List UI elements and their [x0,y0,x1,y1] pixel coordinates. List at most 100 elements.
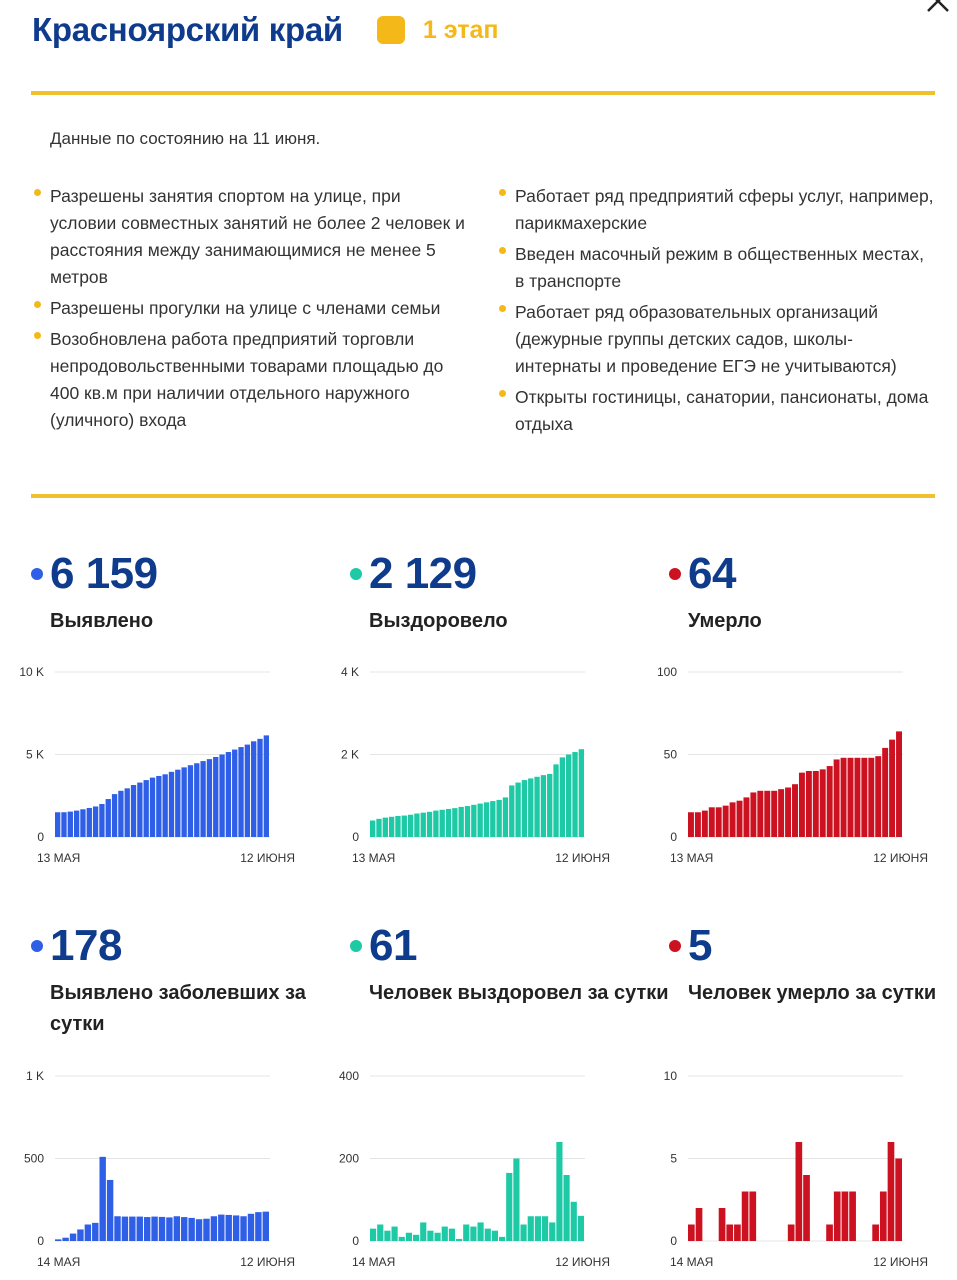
region-title: Красноярский край [32,11,343,48]
bar [73,810,80,837]
bar [572,752,578,837]
bar [173,1216,181,1241]
rule-item: Возобновлена работа предприятий торговли… [34,326,470,434]
bar [213,756,219,837]
bar [263,735,269,837]
bar [736,800,743,837]
bar [708,807,715,837]
x-tick-label-end: 12 ИЮНЯ [555,1255,610,1269]
bar [895,1158,902,1241]
bar [496,799,502,838]
bar [162,774,168,837]
bar [527,1216,534,1241]
bar [826,1224,833,1241]
bar [559,757,566,837]
bullet-icon [34,301,41,308]
rule-item: Работает ряд образовательных организаций… [499,299,935,380]
series-dot-icon [669,940,681,952]
bar [749,1191,757,1241]
bar [427,1230,434,1241]
bar [570,1201,577,1241]
bar [206,759,213,837]
bar [805,771,812,837]
stat-label: Человек умерло за сутки [688,982,937,1004]
bar [137,782,143,837]
bullet-icon [499,305,506,312]
bar [868,757,875,837]
y-tick-label: 0 [352,1234,359,1248]
bar [181,1217,188,1241]
bar [483,802,490,837]
bar [764,790,771,837]
bar [232,749,238,837]
stat-label: Выявлено [50,610,154,632]
bar [370,1228,377,1242]
bar [833,759,840,837]
bar [80,809,86,837]
y-tick-label: 10 K [19,665,44,679]
bar [168,771,175,837]
bar [578,749,584,837]
close-icon[interactable] [925,0,951,14]
bar [99,1156,106,1241]
bar [156,775,162,837]
stat-confirmed-daily: 178 Выявлено заболевших за сутки [31,921,350,1040]
bar [433,810,439,837]
stat-value: 5 [688,921,712,970]
bar [771,790,778,837]
chart-deaths-daily: 0 5 10 14 МАЯ 12 ИЮНЯ [664,1069,928,1269]
bullet-icon [34,332,41,339]
x-tick-label-start: 13 МАЯ [352,851,395,865]
bar [734,1224,741,1241]
bar [240,1216,247,1241]
bar [143,1217,151,1241]
bar [67,811,73,837]
bar [694,812,701,837]
bar [743,797,750,837]
bar [445,808,452,837]
bar [556,1142,563,1241]
bar [434,1232,441,1241]
stat-confirmed-total: 6 159 Выявлено [31,549,350,637]
bar [439,809,445,837]
bar [540,775,547,838]
bar [741,1191,749,1241]
stat-value: 64 [688,549,736,598]
bar [203,1218,210,1241]
stat-deaths-daily: 5 Человек умерло за сутки [669,921,957,1009]
bar [129,1216,136,1241]
bar [452,808,458,838]
bar [401,815,407,837]
y-tick-label: 2 K [341,748,359,762]
stat-value: 6 159 [50,549,158,598]
x-tick-label-end: 12 ИЮНЯ [240,1255,295,1269]
bar [849,1191,856,1241]
bar [502,797,509,837]
bar [420,1222,427,1241]
y-tick-label: 5 [670,1152,677,1166]
series-dot-icon [350,940,362,952]
bar [854,757,861,837]
bar [413,1234,420,1241]
x-tick-label-start: 14 МАЯ [352,1255,395,1269]
bar [195,1219,203,1241]
rule-item: Введен масочный режим в общественных мес… [499,241,935,295]
bar [257,738,263,837]
bar [382,817,388,837]
bar [158,1216,166,1241]
y-tick-label: 1 K [26,1069,44,1083]
y-tick-label: 0 [670,1234,677,1248]
bar [889,739,896,837]
bar [262,1211,269,1241]
bar [448,1228,455,1242]
stat-label: Выздоровело [369,610,508,632]
bar [86,807,92,837]
y-tick-label: 50 [664,748,678,762]
bar [166,1217,173,1241]
bar [149,777,156,837]
bar [464,806,471,837]
series-dot-icon [31,568,43,580]
bar [470,1226,477,1241]
bar [477,1222,484,1241]
bar [377,1224,384,1241]
